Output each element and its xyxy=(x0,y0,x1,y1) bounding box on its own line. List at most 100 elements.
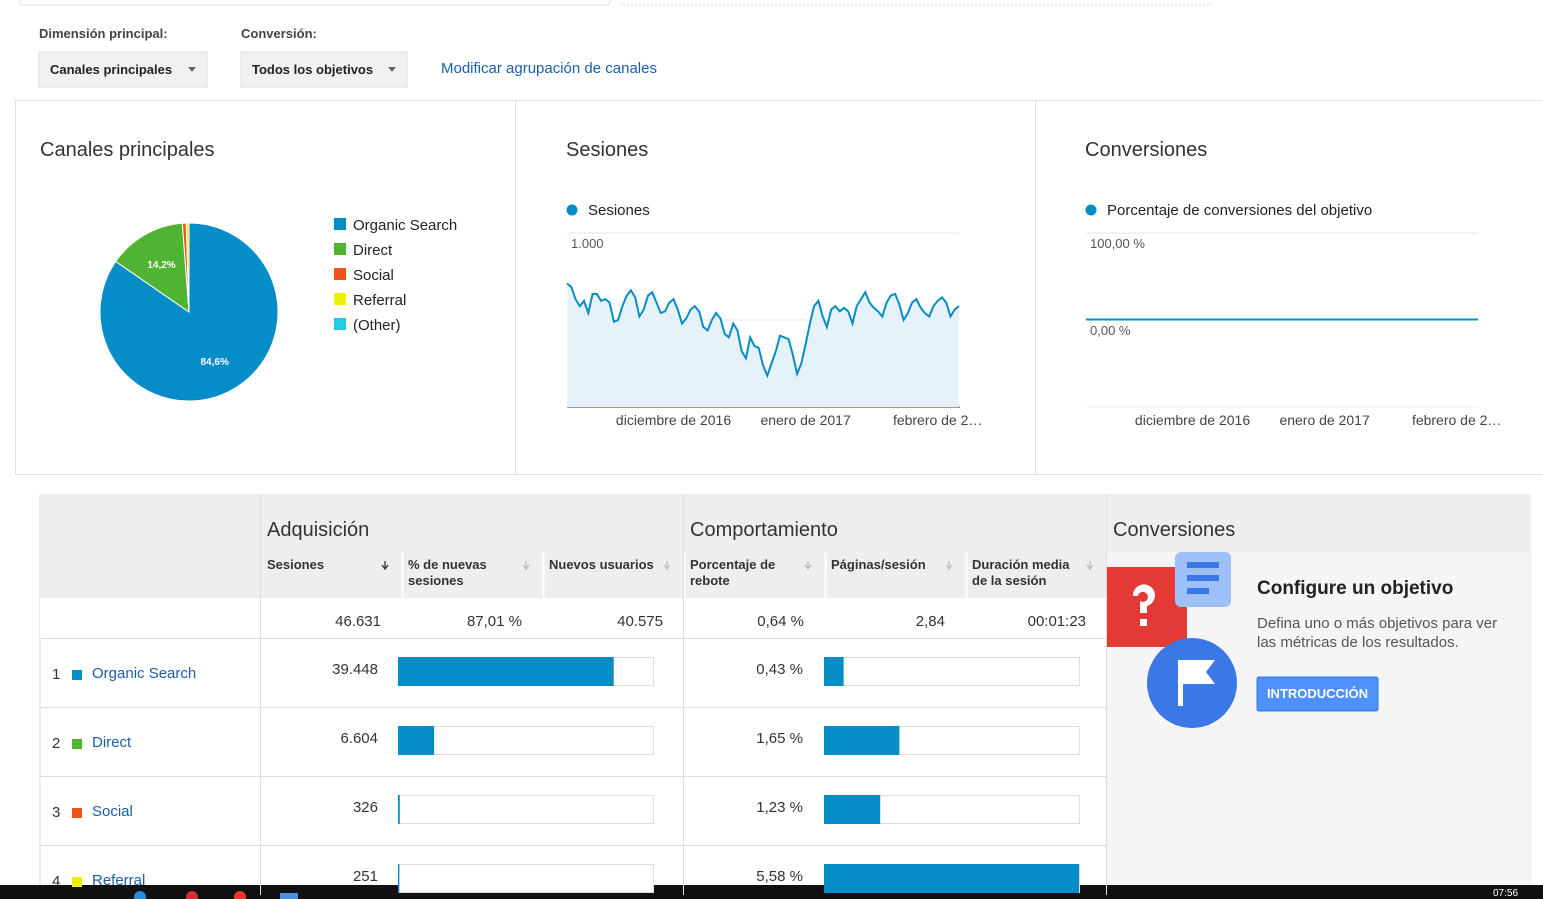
dropdown[interactable] xyxy=(38,51,208,88)
total: 00:01:23 xyxy=(1027,613,1086,630)
bar xyxy=(824,795,881,824)
label: Dimensión principal: xyxy=(39,26,168,41)
bar-track xyxy=(398,864,654,893)
x-tick-label: enero de 2017 xyxy=(1279,412,1370,428)
taskbar xyxy=(0,885,1543,899)
total: 87,01 % xyxy=(466,613,522,630)
bounce: 1,65 % xyxy=(756,730,803,747)
channel-link[interactable]: Direct xyxy=(92,734,132,751)
icon xyxy=(1187,562,1219,568)
icon xyxy=(1178,660,1215,706)
date-box[interactable] xyxy=(621,0,1211,6)
y-tick-label: 1.000 xyxy=(571,236,604,251)
link[interactable]: Modificar agrupación de canales xyxy=(441,60,657,77)
pie-slice xyxy=(185,222,190,313)
bar xyxy=(824,864,1079,893)
sessions: 6.604 xyxy=(340,730,378,747)
bar xyxy=(824,726,900,755)
sort-arrow xyxy=(945,561,953,571)
legend-label: Social xyxy=(353,267,394,284)
taskbar-icon[interactable] xyxy=(134,891,146,899)
channel-swatch xyxy=(72,739,82,749)
column-header[interactable]: Páginas/sesión xyxy=(831,557,926,572)
y-tick-label: 0,00 % xyxy=(1090,323,1131,338)
dropdown[interactable] xyxy=(240,51,408,88)
sort-arrow xyxy=(1086,561,1094,571)
bar-track xyxy=(398,726,654,755)
channel-swatch xyxy=(72,877,82,887)
group-header: Conversiones xyxy=(1113,519,1236,541)
pie-label: 14,2% xyxy=(147,260,175,271)
rank: 2 xyxy=(52,735,61,752)
column-header[interactable]: Sesiones xyxy=(267,557,325,572)
goal-title: Configure un objetivo xyxy=(1257,578,1454,599)
rank: 4 xyxy=(52,873,61,890)
legend-swatch xyxy=(334,268,346,280)
button-label[interactable]: INTRODUCCIÓN xyxy=(1266,686,1369,701)
legend-swatch xyxy=(334,218,346,230)
x-tick-label: diciembre de 2016 xyxy=(1135,412,1250,428)
dropdown-arrow xyxy=(388,67,396,72)
pie-label: 84,6% xyxy=(200,357,228,368)
channel-link[interactable]: Referral xyxy=(92,872,146,889)
sessions: 39.448 xyxy=(332,661,378,678)
channel-link[interactable]: Organic Search xyxy=(92,665,197,682)
taskbar-icon[interactable] xyxy=(234,891,246,899)
panel-title: Conversiones xyxy=(1085,139,1208,161)
dropdown-value[interactable]: Canales principales xyxy=(50,62,173,77)
column-header[interactable]: Duración media de la sesión xyxy=(972,557,1070,588)
bar xyxy=(824,657,844,686)
clock: 07:56 xyxy=(1493,888,1519,899)
column-header[interactable]: % de nuevas sesiones xyxy=(408,557,487,588)
x-tick-label: febrero de 2… xyxy=(893,412,983,428)
bounce: 0,43 % xyxy=(756,661,803,678)
legend-swatch xyxy=(334,318,346,330)
x-tick-label: febrero de 2… xyxy=(1412,412,1502,428)
bar xyxy=(398,657,614,686)
rank: 1 xyxy=(52,666,61,683)
bar xyxy=(398,795,400,824)
icon xyxy=(1187,588,1209,594)
bar xyxy=(398,726,435,755)
group-header: Adquisición xyxy=(267,519,370,541)
bar xyxy=(398,864,400,893)
taskbar-icon[interactable] xyxy=(280,893,298,899)
legend-label: Sesiones xyxy=(588,202,650,219)
legend-label: Referral xyxy=(353,292,406,309)
table-corner xyxy=(40,598,261,638)
x-tick-label: diciembre de 2016 xyxy=(616,412,731,428)
button[interactable] xyxy=(1256,676,1379,712)
icon xyxy=(1187,575,1219,581)
dropdown-value[interactable]: Todos los objetivos xyxy=(252,62,374,77)
channel-swatch xyxy=(72,670,82,680)
total: 40.575 xyxy=(617,613,663,630)
channel-link[interactable]: Social xyxy=(92,803,133,820)
y-tick-label: 100,00 % xyxy=(1090,236,1145,251)
panel-title: Sesiones xyxy=(566,139,649,161)
goal-text: Defina uno o más objetivos para ver las … xyxy=(1257,615,1498,651)
pie-slice xyxy=(115,222,190,314)
column-header[interactable]: Nuevos usuarios xyxy=(549,557,654,572)
legend-label: Porcentaje de conversiones del objetivo xyxy=(1107,202,1372,219)
legend-label: Organic Search xyxy=(353,217,457,234)
legend-swatch xyxy=(334,243,346,255)
sort-arrow xyxy=(522,561,530,571)
legend-dot xyxy=(566,204,578,216)
label: Conversión: xyxy=(241,26,317,41)
legend-dot xyxy=(1085,204,1097,216)
group-header: Comportamiento xyxy=(690,519,838,541)
taskbar-icon[interactable] xyxy=(186,891,198,899)
group-header xyxy=(261,495,1530,552)
x-tick-label: enero de 2017 xyxy=(760,412,851,428)
icon xyxy=(1132,584,1155,626)
search-box[interactable] xyxy=(19,0,611,6)
dropdown-arrow xyxy=(188,67,196,72)
panel-title: Canales principales xyxy=(40,139,215,161)
sessions: 251 xyxy=(352,868,378,885)
bar-track xyxy=(824,657,1080,686)
total: 0,64 % xyxy=(757,613,804,630)
column-header[interactable]: Porcentaje de rebote xyxy=(690,557,776,588)
legend-swatch xyxy=(334,293,346,305)
bar-track xyxy=(398,795,654,824)
area xyxy=(567,283,959,407)
